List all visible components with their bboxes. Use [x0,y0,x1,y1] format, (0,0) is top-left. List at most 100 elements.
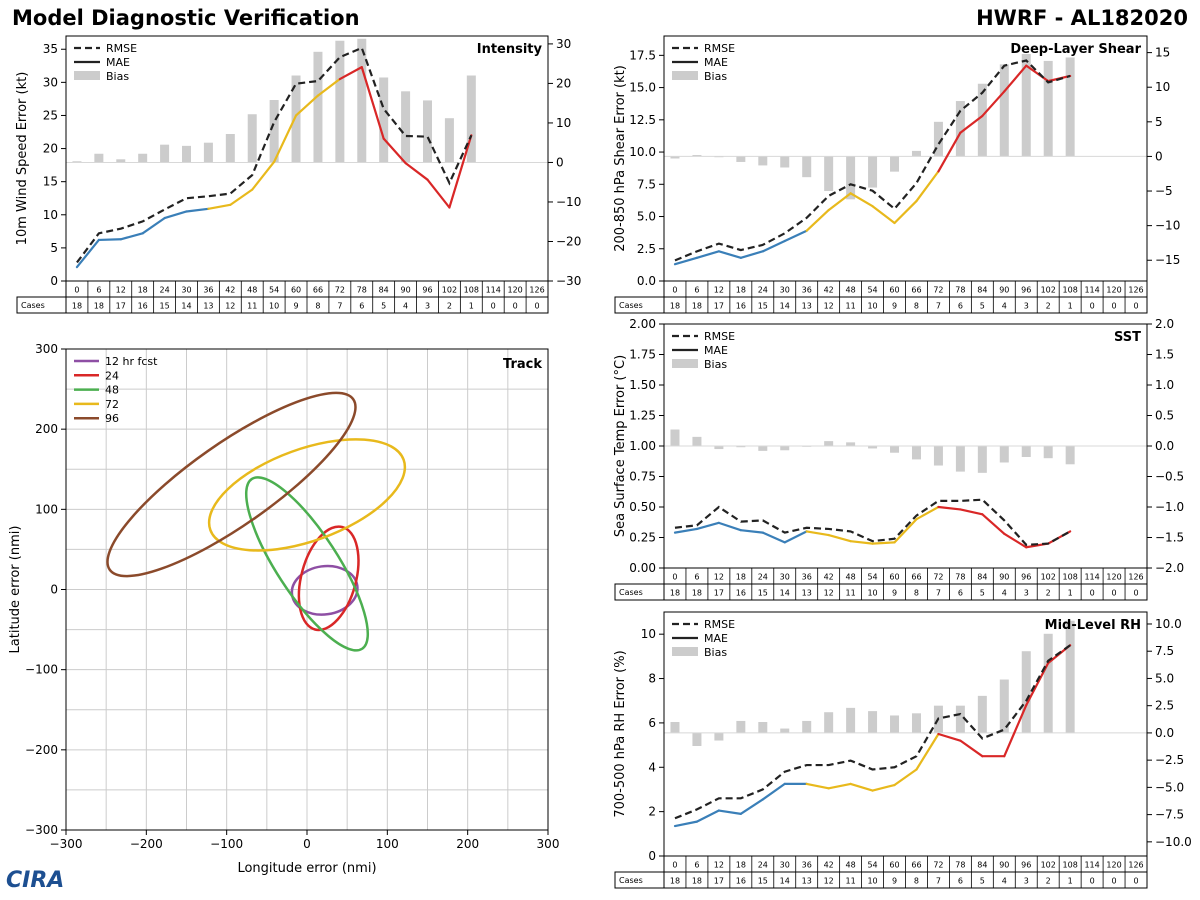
legend-bias-swatch [672,71,698,80]
y2-tick-label: 10 [556,116,571,130]
cases-value: 18 [692,589,702,598]
x-tick-label: 300 [537,837,560,851]
y-tick-label: 0 [648,849,656,863]
cases-value: 3 [425,302,430,311]
bias-bar [335,40,345,163]
bias-bar [269,100,279,163]
cases-value: 17 [714,877,724,886]
cases-value: 3 [1024,302,1029,311]
mae-line-segment [695,521,720,531]
lead-time-label: 42 [824,861,834,870]
bias-bar [780,446,790,451]
cases-value: 0 [1112,589,1117,598]
y-axis-label: 10m Wind Speed Error (kt) [15,72,30,246]
bias-bar [203,142,213,163]
lead-time-label: 42 [824,573,834,582]
y-tick-label: 100 [35,502,58,516]
legend-mae-label: MAE [106,56,130,69]
lead-time-label: 6 [694,286,699,295]
y-tick-label: 15 [43,175,58,189]
bias-bar [1043,60,1053,157]
lead-time-label: 54 [269,286,279,295]
bias-bar [758,446,768,451]
track-legend-label: 24 [105,369,119,382]
y-tick-label: 10.0 [629,145,656,159]
lead-time-label: 24 [758,861,768,870]
cases-value: 10 [867,589,877,598]
cases-value: 1 [469,302,474,311]
legend-rmse-label: RMSE [704,330,735,343]
bias-bar [999,446,1009,463]
y-tick-label: 0.0 [637,274,656,288]
cases-value: 18 [72,302,82,311]
mae-line-segment [893,768,918,787]
track-legend-label: 96 [105,412,119,425]
bias-bar [911,446,921,460]
bias-bar [780,156,790,168]
cases-value: 1 [1068,302,1073,311]
legend-bias-label: Bias [106,70,129,83]
y2-tick-label: 5 [1155,115,1163,129]
lead-time-label: 66 [911,861,921,870]
cases-value: 16 [736,877,746,886]
lead-time-label: 102 [1041,861,1056,870]
y2-tick-label: 2.5 [1155,699,1174,713]
bias-bar [247,114,257,163]
mae-line-segment [937,505,962,511]
bias-bar [1021,53,1031,157]
cases-value: 1 [1068,589,1073,598]
rmse-line [76,46,473,264]
lead-time-label: 66 [911,286,921,295]
mae-line-segment [1025,661,1050,707]
lead-time-label: 126 [1128,573,1143,582]
bias-bar [933,121,943,157]
cases-value: 6 [359,302,364,311]
y-tick-label: 1.00 [629,439,656,453]
y-axis-label: 200-850 hPa Shear Error (kt) [613,65,628,252]
rmse-line [674,59,1071,262]
lead-time-label: 48 [247,286,257,295]
lead-time-label: 30 [780,286,790,295]
mae-line-segment [185,207,210,213]
y2-tick-label: −10.0 [1155,835,1192,849]
lead-time-label: 36 [802,573,812,582]
cases-value: 14 [181,302,191,311]
y2-tick-label: −15 [1155,253,1180,267]
mae-line-segment [739,529,764,534]
cases-value: 4 [1002,302,1007,311]
lead-time-label: 42 [225,286,235,295]
y-tick-label: 30 [43,75,58,89]
mae-line-segment [827,533,852,543]
lead-time-label: 114 [1084,573,1099,582]
cases-row [614,583,1148,601]
mae-line-segment [849,540,874,545]
bias-bar [780,728,790,733]
cases-row [614,871,1148,889]
mae-line-segment [871,783,896,792]
cases-value: 16 [138,302,148,311]
cases-value: 5 [980,589,985,598]
cases-value: 6 [958,589,963,598]
lead-time-label: 36 [203,286,213,295]
bias-bar [890,446,900,453]
rmse-line [674,644,1071,820]
y2-tick-label: 0 [556,155,564,169]
mae-line-segment [316,77,341,97]
y-tick-label: 10 [641,627,656,641]
mae-line-segment [97,238,122,242]
mae-line-segment [783,530,808,544]
lead-time-label: 18 [736,573,746,582]
mae-line-segment [404,162,429,181]
cases-value: 7 [936,877,941,886]
bias-bar [955,705,965,733]
mae-line-segment [360,66,385,140]
cases-value: 11 [247,302,257,311]
y-tick-label: 6 [648,716,656,730]
cases-value: 13 [802,589,812,598]
mae-line-segment [717,809,742,815]
track-legend-label: 72 [105,398,119,411]
lead-time-label: 78 [955,861,965,870]
mae-line-segment [673,820,699,828]
y-tick-label: 12.5 [629,113,656,127]
y-tick-label: 1.75 [629,348,656,362]
